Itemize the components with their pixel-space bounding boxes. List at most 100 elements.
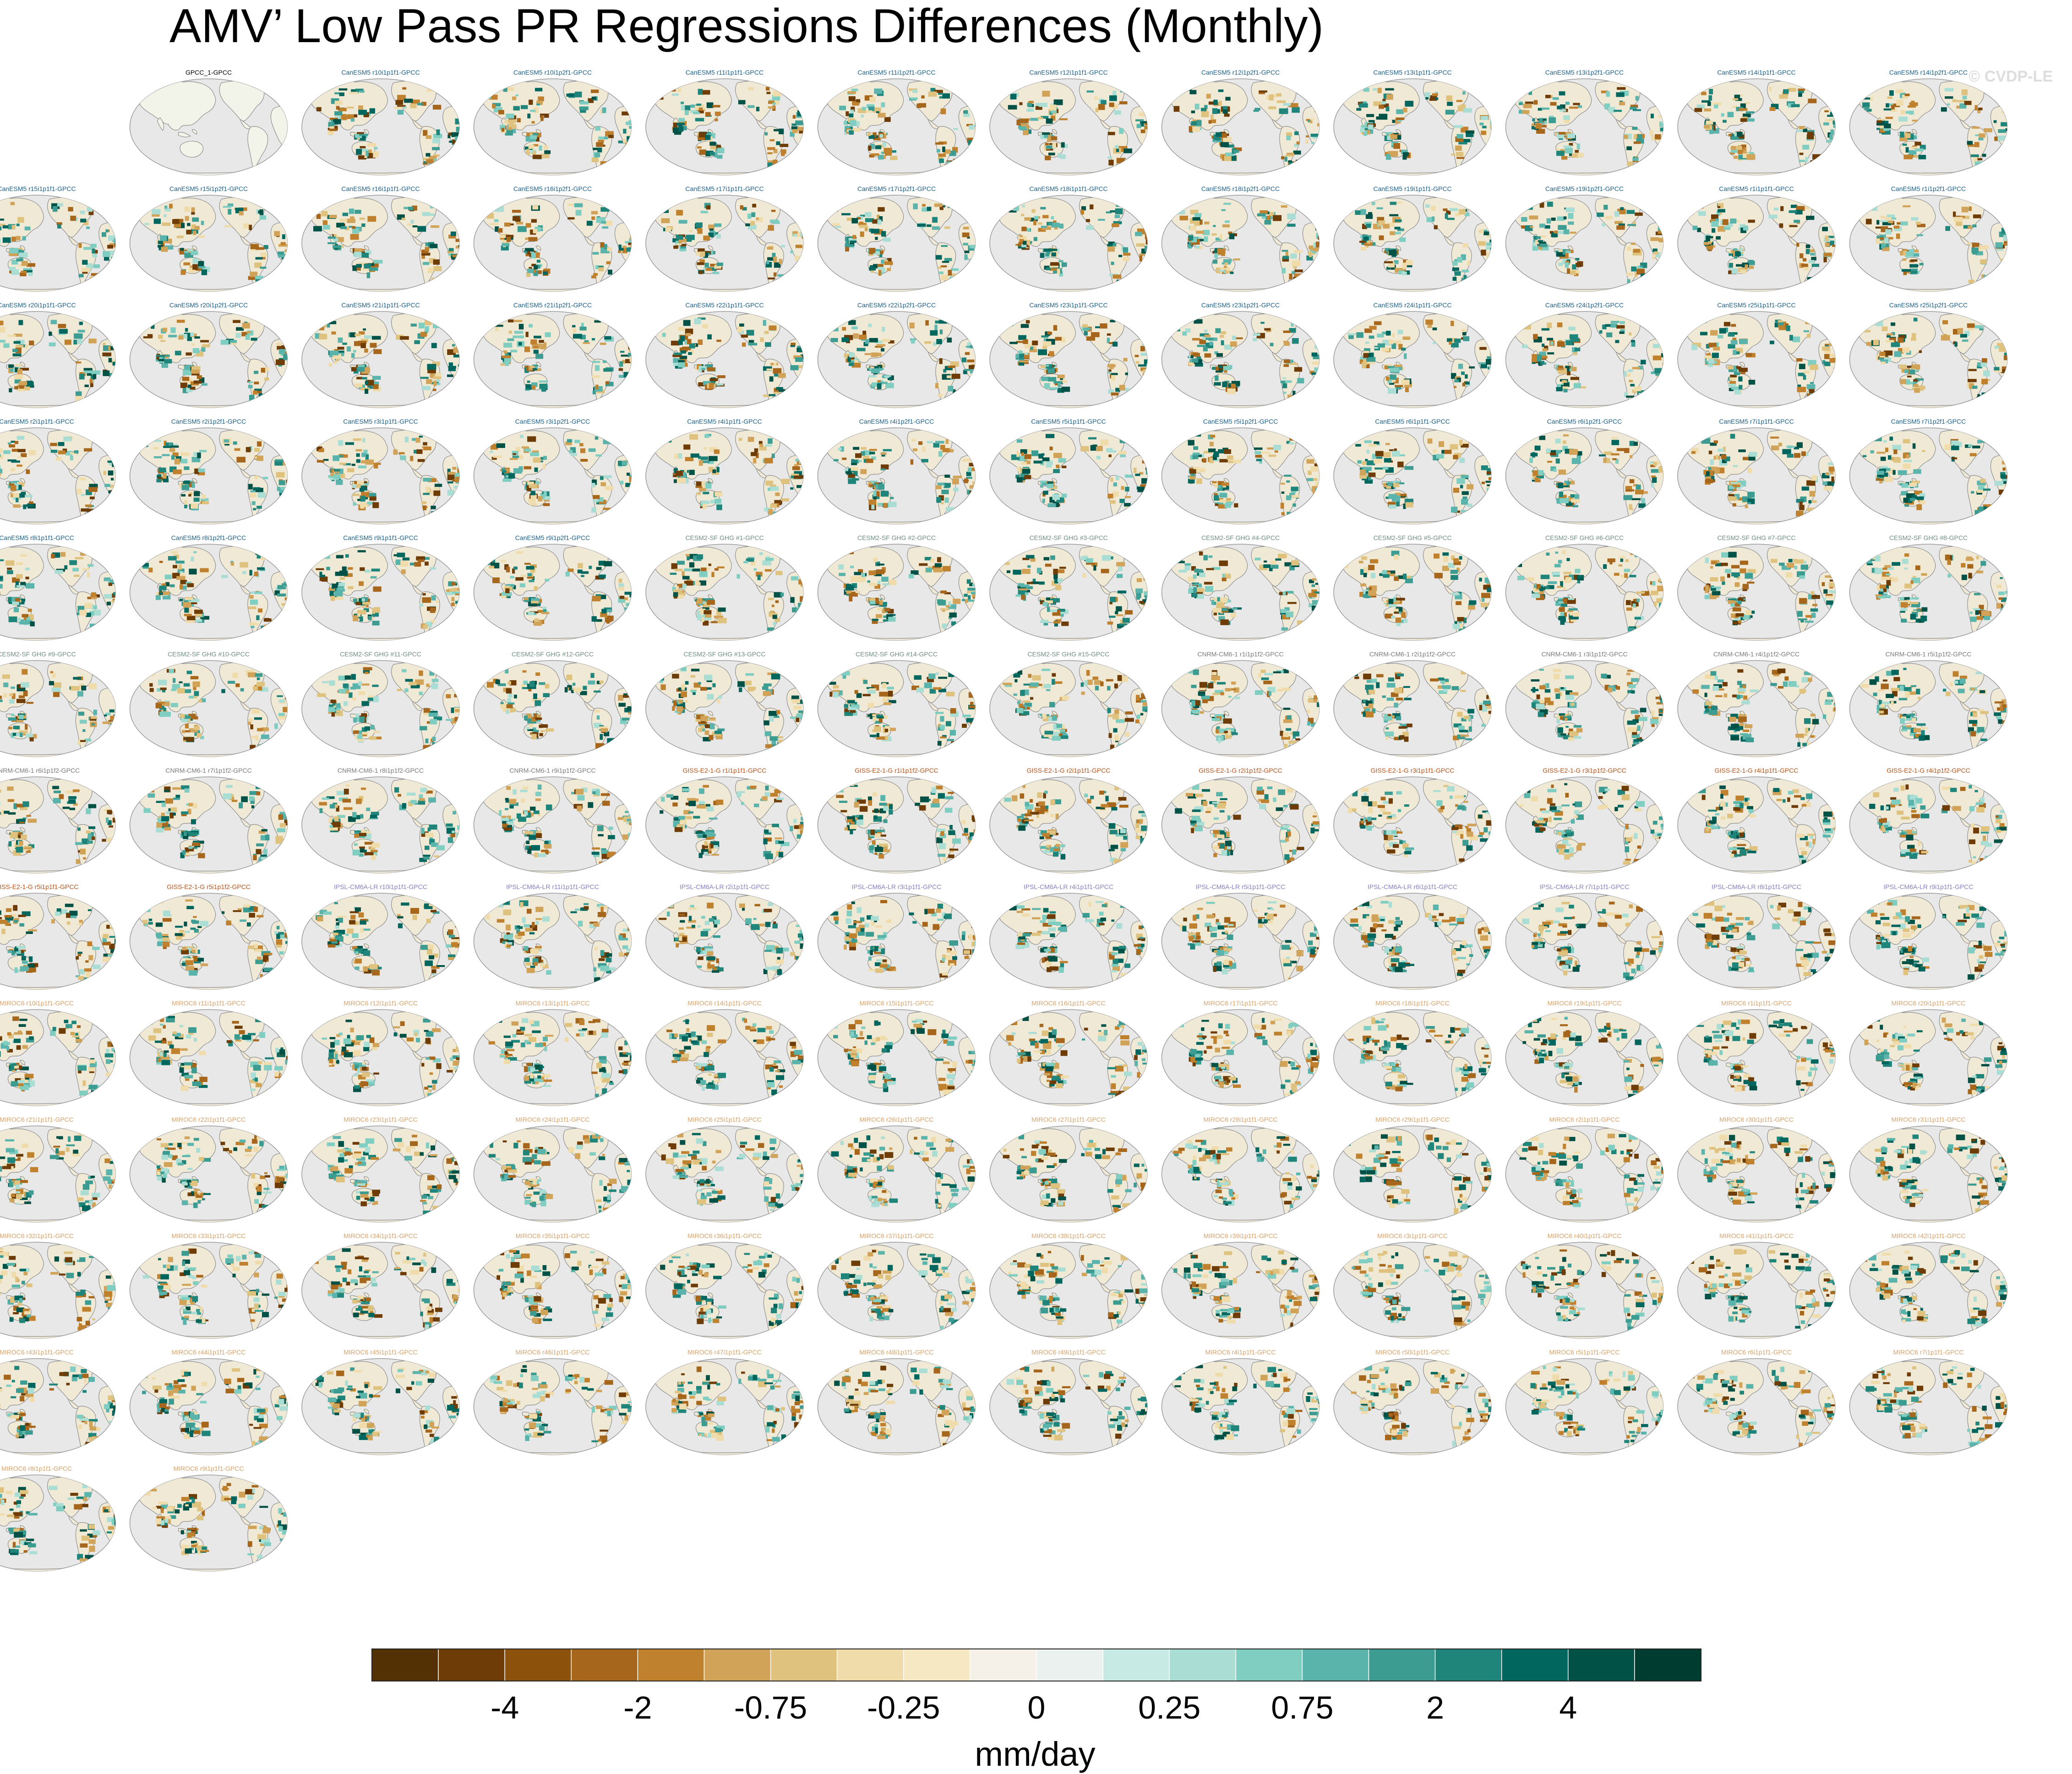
anomaly-cell <box>848 479 856 484</box>
anomaly-cell <box>938 394 943 397</box>
anomaly-cell <box>879 216 883 222</box>
anomaly-cell <box>705 150 714 155</box>
anomaly-cell <box>1798 372 1805 377</box>
anomaly-cell <box>417 459 425 462</box>
anomaly-cell <box>533 457 541 463</box>
anomaly-cell <box>1040 207 1046 210</box>
anomaly-cell <box>527 481 534 485</box>
anomaly-cell <box>265 367 269 371</box>
anomaly-cell <box>1963 225 1971 229</box>
anomaly-cell <box>1111 373 1118 375</box>
anomaly-cell <box>1045 155 1051 160</box>
anomaly-cell <box>1204 105 1208 109</box>
anomaly-cell <box>686 333 691 336</box>
map-panel: CanESM5 r4i1p2f1-GPCC <box>817 418 976 524</box>
anomaly-cell <box>865 339 869 344</box>
anomaly-cell <box>1883 127 1890 131</box>
anomaly-cell <box>1224 368 1227 373</box>
anomaly-cell <box>433 158 437 161</box>
anomaly-cell <box>1823 122 1829 126</box>
anomaly-cell <box>1900 131 1904 138</box>
anomaly-cell <box>431 278 440 283</box>
anomaly-cell <box>1551 218 1556 221</box>
anomaly-cell <box>1200 219 1203 225</box>
anomaly-cell <box>1825 242 1830 247</box>
anomaly-cell <box>1204 353 1211 358</box>
anomaly-cell <box>1358 318 1361 324</box>
anomaly-cell <box>703 491 709 495</box>
anomaly-cell <box>930 87 936 92</box>
anomaly-cell <box>1098 104 1105 110</box>
globe-content <box>138 313 288 408</box>
anomaly-cell <box>2005 111 2007 116</box>
anomaly-cell <box>1570 377 1579 380</box>
anomaly-cell <box>1037 117 1043 120</box>
anomaly-cell <box>1134 468 1137 473</box>
anomaly-cell <box>349 208 354 214</box>
anomaly-cell <box>1974 158 1983 161</box>
anomaly-cell <box>256 455 263 461</box>
anomaly-cell <box>535 87 543 92</box>
anomaly-cell <box>1051 252 1056 257</box>
anomaly-texture <box>490 435 632 513</box>
anomaly-cell <box>1368 212 1373 214</box>
anomaly-cell <box>354 383 363 388</box>
anomaly-texture <box>1348 86 1491 160</box>
anomaly-cell <box>1318 139 1320 142</box>
anomaly-cell <box>1533 236 1538 240</box>
anomaly-cell <box>683 444 691 450</box>
globe-content <box>826 313 976 408</box>
anomaly-cell <box>768 225 774 231</box>
anomaly-cell <box>529 484 537 488</box>
anomaly-cell <box>1118 255 1123 257</box>
anomaly-cell <box>1881 360 1886 364</box>
anomaly-cell <box>233 441 237 445</box>
anomaly-cell <box>1369 335 1374 339</box>
anomaly-cell <box>625 359 631 363</box>
anomaly-cell <box>1731 386 1739 390</box>
anomaly-cell <box>412 438 419 441</box>
anomaly-texture <box>1004 434 1147 508</box>
anomaly-cell <box>1960 216 1965 218</box>
anomaly-cell <box>544 145 548 150</box>
anomaly-cell <box>595 384 599 390</box>
anomaly-cell <box>1897 222 1901 225</box>
anomaly-cell <box>1367 353 1371 359</box>
anomaly-cell <box>1809 389 1815 393</box>
anomaly-cell <box>711 379 715 384</box>
anomaly-cell <box>111 257 115 262</box>
anomaly-cell <box>1918 378 1924 381</box>
anomaly-cell <box>1912 120 1918 122</box>
anomaly-cell <box>796 232 801 237</box>
anomaly-cell <box>1218 449 1226 453</box>
anomaly-cell <box>353 266 361 271</box>
anomaly-cell <box>507 319 514 322</box>
anomaly-cell <box>1374 321 1382 325</box>
anomaly-cell <box>1144 126 1147 130</box>
anomaly-cell <box>1225 97 1231 101</box>
anomaly-cell <box>876 344 885 347</box>
anomaly-cell <box>975 250 976 254</box>
anomaly-cell <box>620 480 624 485</box>
anomaly-cell <box>1899 364 1907 369</box>
anomaly-cell <box>184 365 191 370</box>
anomaly-cell <box>631 130 632 136</box>
anomaly-cell <box>1492 345 1495 349</box>
anomaly-cell <box>1264 220 1271 225</box>
map-panel: CanESM5 r12i1p2f1-GPCC <box>1161 69 1320 175</box>
anomaly-cell <box>349 92 358 94</box>
anomaly-cell <box>1290 253 1297 259</box>
anomaly-cell <box>1146 112 1147 115</box>
anomaly-cell <box>363 449 368 455</box>
anomaly-cell <box>492 104 496 109</box>
anomaly-cell <box>804 368 807 372</box>
anomaly-cell <box>516 222 523 225</box>
anomaly-cell <box>1396 202 1402 204</box>
anomaly-cell <box>1019 126 1026 131</box>
anomaly-cell <box>851 326 858 330</box>
anomaly-cell <box>1196 468 1205 473</box>
anomaly-cell <box>938 267 942 269</box>
anomaly-cell <box>1725 328 1728 333</box>
panel-label: CanESM5 r14i1p1f1-GPCC <box>1717 69 1795 76</box>
anomaly-cell <box>1917 224 1925 228</box>
